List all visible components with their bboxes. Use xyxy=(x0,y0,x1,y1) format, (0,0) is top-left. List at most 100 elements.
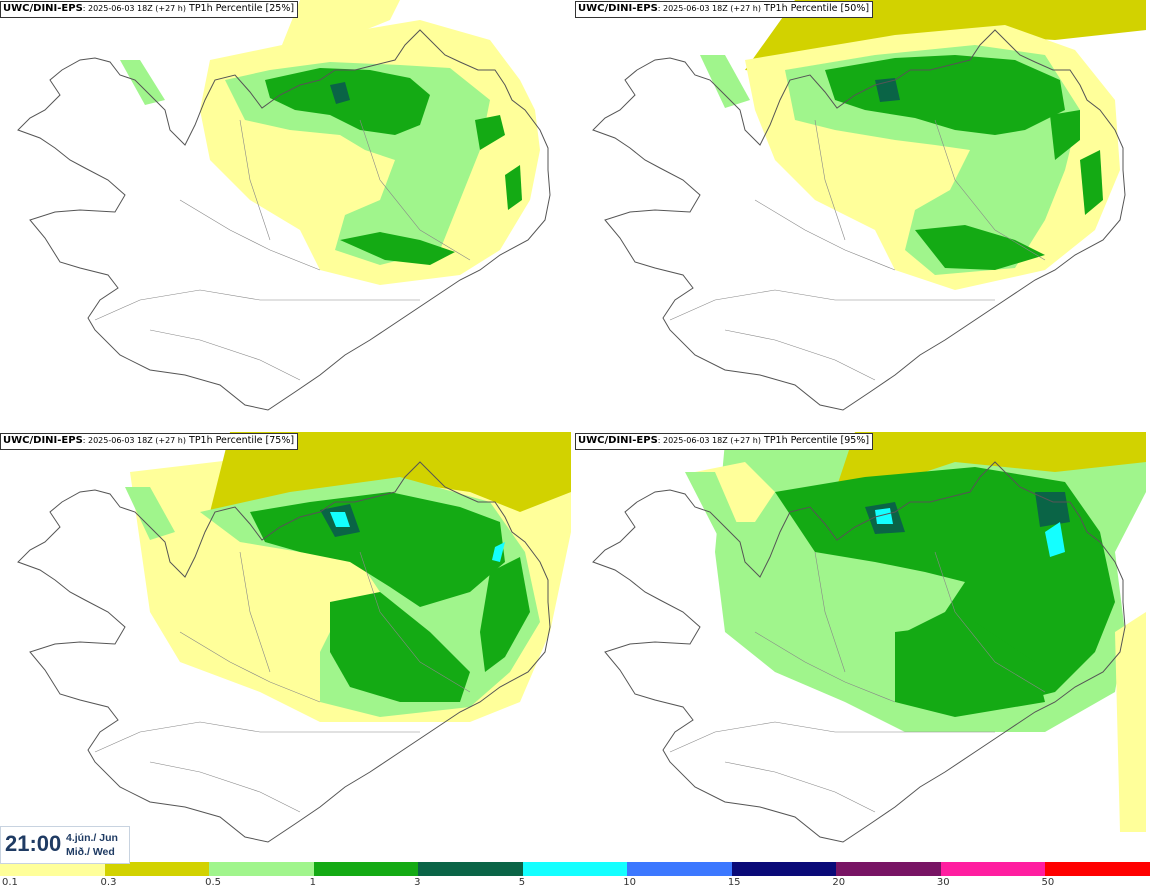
road-line xyxy=(239,119,271,241)
product-label: TP1h Percentile [95%] xyxy=(764,435,870,446)
road-line xyxy=(179,631,321,703)
precip-area xyxy=(1115,612,1146,832)
panel-title: UWC/DINI-EPS: 2025-06-03 18Z (+27 h) TP1… xyxy=(0,1,299,18)
road-line xyxy=(934,119,1046,261)
road-line xyxy=(359,551,471,693)
road-line xyxy=(724,329,876,381)
legend-swatch xyxy=(313,862,419,876)
legend-swatch xyxy=(104,862,210,876)
precip-map xyxy=(17,432,571,843)
coastline xyxy=(17,29,551,411)
precip-map xyxy=(17,0,551,411)
road-line xyxy=(669,721,995,753)
precip-color-legend: 0.1 0.3 0.5 1 3 5 10 15 20 30 50 xyxy=(0,862,1150,891)
legend-tick-label: 30 xyxy=(936,877,950,888)
run-info: : 2025-06-03 18Z (+27 h) xyxy=(657,436,761,445)
precip-area xyxy=(875,78,900,102)
model-name: UWC/DINI-EPS xyxy=(578,435,658,446)
legend-swatch xyxy=(1045,862,1150,876)
precip-area xyxy=(280,0,400,50)
precip-area xyxy=(700,55,750,108)
legend-tick-label: 10 xyxy=(623,877,636,888)
map-panel-p95: UWC/DINI-EPS: 2025-06-03 18Z (+27 h) TP1… xyxy=(575,432,1146,860)
model-name: UWC/DINI-EPS xyxy=(3,435,83,446)
precip-area xyxy=(1035,492,1070,527)
coastline xyxy=(17,461,551,843)
precip-area xyxy=(340,232,455,265)
road-line xyxy=(94,721,420,753)
legend-swatch xyxy=(836,862,941,876)
map-panel-p50: UWC/DINI-EPS: 2025-06-03 18Z (+27 h) TP1… xyxy=(575,0,1146,428)
product-label: TP1h Percentile [75%] xyxy=(189,435,295,446)
legend-tick-label: 50 xyxy=(1041,877,1055,888)
run-info: : 2025-06-03 18Z (+27 h) xyxy=(82,4,186,13)
precip-map xyxy=(592,432,1146,843)
precip-area xyxy=(265,68,430,135)
panel-title: UWC/DINI-EPS: 2025-06-03 18Z (+27 h) TP1… xyxy=(575,1,874,18)
precip-area xyxy=(775,467,1115,707)
run-info: : 2025-06-03 18Z (+27 h) xyxy=(82,436,186,445)
road-line xyxy=(359,119,471,261)
road-line xyxy=(754,631,896,703)
map-panel-p25: UWC/DINI-EPS: 2025-06-03 18Z (+27 h) TP1… xyxy=(0,0,571,428)
road-line xyxy=(669,289,995,321)
precip-area xyxy=(120,60,165,105)
legend-swatch xyxy=(731,862,837,876)
legend-swatch xyxy=(627,862,732,876)
road-line xyxy=(239,551,271,673)
precip-area xyxy=(330,82,350,104)
product-label: TP1h Percentile [50%] xyxy=(764,3,870,14)
coastline xyxy=(592,29,1126,411)
road-line xyxy=(814,551,846,673)
road-line xyxy=(179,199,321,271)
panel-title: UWC/DINI-EPS: 2025-06-03 18Z (+27 h) TP1… xyxy=(575,433,874,450)
precip-area xyxy=(330,512,350,527)
precip-area xyxy=(875,508,893,524)
legend-tick-label: 1 xyxy=(309,877,316,888)
precip-area xyxy=(125,487,175,540)
legend-swatch xyxy=(209,862,314,876)
valid-weekday: Mið./ Wed xyxy=(66,846,115,858)
model-name: UWC/DINI-EPS xyxy=(578,3,658,14)
valid-time-box: 21:00 4.jún./ Jun Mið./ Wed xyxy=(0,826,130,864)
precip-area xyxy=(1080,150,1103,215)
precip-area xyxy=(330,592,470,702)
legend-swatch xyxy=(522,862,628,876)
precip-area xyxy=(250,492,505,607)
legend-tick-label: 5 xyxy=(518,877,526,888)
precip-area xyxy=(825,55,1065,135)
precip-area xyxy=(1045,522,1065,557)
legend-tick-label: 15 xyxy=(727,877,741,888)
panel-title: UWC/DINI-EPS: 2025-06-03 18Z (+27 h) TP1… xyxy=(0,433,299,450)
legend-tick-label: 0.3 xyxy=(100,877,117,888)
road-line xyxy=(724,761,876,813)
valid-date: 4.jún./ Jun xyxy=(66,832,118,844)
valid-time-clock: 21:00 xyxy=(5,831,62,856)
legend-swatch xyxy=(940,862,1046,876)
precip-area xyxy=(835,432,1146,492)
legend-color-bar xyxy=(0,862,1150,876)
legend-tick-label: 0.1 xyxy=(2,877,18,888)
road-line xyxy=(149,329,301,381)
road-line xyxy=(94,289,420,321)
model-name: UWC/DINI-EPS xyxy=(3,3,83,14)
legend-swatch xyxy=(0,862,105,876)
coastline xyxy=(592,461,1126,843)
legend-tick-label: 20 xyxy=(832,877,846,888)
precip-area xyxy=(895,622,1045,717)
road-line xyxy=(149,761,301,813)
precip-area xyxy=(915,225,1045,270)
map-panel-p75: UWC/DINI-EPS: 2025-06-03 18Z (+27 h) TP1… xyxy=(0,432,571,860)
precip-area xyxy=(1050,110,1080,160)
legend-tick-label: 0.5 xyxy=(205,877,221,888)
legend-swatch xyxy=(418,862,523,876)
precip-area xyxy=(685,472,745,550)
legend-tick-label: 3 xyxy=(414,877,421,888)
precip-area xyxy=(475,115,505,150)
precip-area xyxy=(505,165,522,210)
precip-map xyxy=(592,0,1146,411)
road-line xyxy=(814,119,846,241)
road-line xyxy=(754,199,896,271)
product-label: TP1h Percentile [25%] xyxy=(189,3,295,14)
precip-area xyxy=(480,557,530,672)
